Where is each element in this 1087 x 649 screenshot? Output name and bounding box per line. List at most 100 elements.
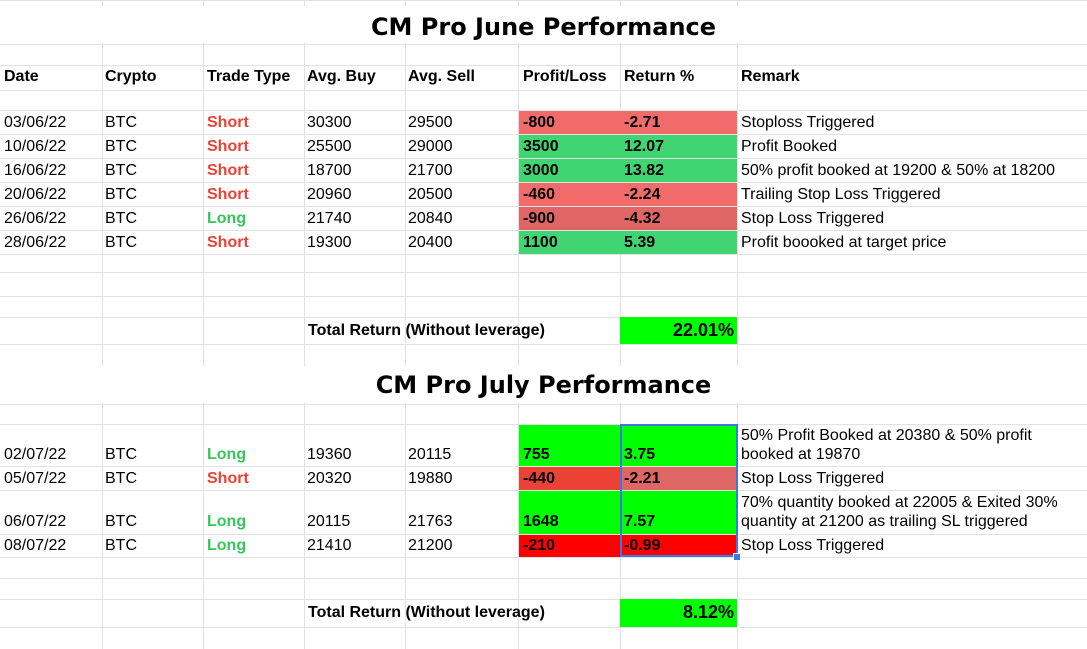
profit-loss-cell[interactable] <box>519 467 620 490</box>
profit-loss-cell[interactable] <box>519 135 620 158</box>
avg-buy-cell[interactable]: 21410 <box>307 537 352 554</box>
return-cell[interactable] <box>620 111 737 134</box>
return-cell[interactable] <box>620 207 737 230</box>
crypto-cell[interactable]: BTC <box>105 162 137 179</box>
july-total-cell[interactable]: 8.12% <box>620 599 737 627</box>
selection-range <box>620 424 738 557</box>
grid-column-line <box>102 0 103 649</box>
crypto-cell[interactable]: BTC <box>105 234 137 251</box>
remark-cell[interactable]: Profit Booked <box>741 138 838 155</box>
return-cell[interactable] <box>620 183 737 206</box>
date-cell[interactable]: 10/06/22 <box>4 138 67 155</box>
return-cell[interactable] <box>620 491 737 534</box>
remark-cell[interactable]: Stop Loss Triggered <box>741 537 885 554</box>
avg-sell-cell[interactable]: 29000 <box>408 138 453 155</box>
remark-cell[interactable]: Profit boooked at target price <box>741 234 947 251</box>
profit-loss-cell[interactable] <box>519 159 620 182</box>
trade-type-cell[interactable]: Long <box>207 210 247 227</box>
date-cell[interactable]: 02/07/22 <box>4 446 67 463</box>
profit-loss-cell[interactable] <box>519 231 620 254</box>
avg-sell-cell[interactable]: 19880 <box>408 470 453 487</box>
avg-sell-cell[interactable]: 21763 <box>408 513 453 530</box>
date-cell[interactable]: 03/06/22 <box>4 114 67 131</box>
avg-buy-cell[interactable]: 25500 <box>307 138 352 155</box>
avg-buy-cell[interactable]: 19300 <box>307 234 352 251</box>
remark-cell[interactable]: Stop Loss Triggered <box>741 210 885 227</box>
avg-buy-cell[interactable]: 21740 <box>307 210 352 227</box>
avg-buy-cell[interactable]: 30300 <box>307 114 352 131</box>
profit-loss-cell[interactable] <box>519 183 620 206</box>
column-header: Profit/Loss <box>523 68 607 85</box>
avg-sell-cell[interactable]: 21200 <box>408 537 453 554</box>
trade-type-cell[interactable]: Short <box>207 470 249 487</box>
trade-type-cell[interactable]: Long <box>207 513 247 530</box>
date-cell[interactable]: 28/06/22 <box>4 234 67 251</box>
remark-cell[interactable]: Stop Loss Triggered <box>741 470 885 487</box>
trade-type-cell[interactable]: Long <box>207 446 247 463</box>
return-value: 12.07 <box>624 138 665 155</box>
return-cell[interactable] <box>620 135 737 158</box>
profit-loss-cell[interactable] <box>519 425 620 466</box>
crypto-cell[interactable]: BTC <box>105 186 137 203</box>
return-cell[interactable] <box>620 467 737 490</box>
avg-buy-cell[interactable]: 20115 <box>307 513 351 530</box>
date-cell[interactable]: 05/07/22 <box>4 470 67 487</box>
july-title: CM Pro July Performance <box>0 366 1087 402</box>
remark-cell[interactable]: 70% quantity booked at 22005 & Exited 30… <box>741 494 1058 530</box>
trade-type-cell[interactable]: Long <box>207 537 247 554</box>
trade-type-cell[interactable]: Short <box>207 234 249 251</box>
avg-sell-cell[interactable]: 20500 <box>408 186 453 203</box>
avg-buy-cell[interactable]: 19360 <box>307 446 352 463</box>
profit-loss-cell[interactable] <box>519 491 620 534</box>
grid-column-line <box>518 0 519 649</box>
avg-sell-cell[interactable]: 29500 <box>408 114 453 131</box>
column-header: Crypto <box>105 68 157 85</box>
grid-row-line <box>0 110 1087 111</box>
avg-buy-cell[interactable]: 18700 <box>307 162 352 179</box>
date-cell[interactable]: 16/06/22 <box>4 162 67 179</box>
grid-row-line <box>0 296 1087 297</box>
crypto-cell[interactable]: BTC <box>105 138 137 155</box>
trade-type-cell[interactable]: Short <box>207 186 249 203</box>
crypto-cell[interactable]: BTC <box>105 513 137 530</box>
date-cell[interactable]: 20/06/22 <box>4 186 67 203</box>
crypto-cell[interactable]: BTC <box>105 114 137 131</box>
date-cell[interactable]: 06/07/22 <box>4 513 67 530</box>
return-value: -0.99 <box>624 537 661 554</box>
july-total-value: 8.12% <box>682 602 734 622</box>
trade-type-cell[interactable]: Short <box>207 114 249 131</box>
trade-type-cell[interactable]: Short <box>207 138 249 155</box>
profit-loss-cell[interactable] <box>519 207 620 230</box>
remark-cell[interactable]: Stoploss Triggered <box>741 114 875 131</box>
grid-row-line <box>0 344 1087 345</box>
profit-loss-value: -440 <box>523 470 556 487</box>
profit-loss-cell[interactable] <box>519 111 620 134</box>
grid-row-line <box>0 44 1087 45</box>
grid-row-line <box>0 65 1087 66</box>
crypto-cell[interactable]: BTC <box>105 537 137 554</box>
profit-loss-cell[interactable] <box>519 535 620 557</box>
date-cell[interactable]: 08/07/22 <box>4 537 67 554</box>
avg-sell-cell[interactable]: 20115 <box>408 446 452 463</box>
trade-type-cell[interactable]: Short <box>207 162 249 179</box>
remark-cell[interactable]: Trailing Stop Loss Triggered <box>741 186 941 203</box>
crypto-cell[interactable]: BTC <box>105 210 137 227</box>
avg-buy-cell[interactable]: 20960 <box>307 186 352 203</box>
fill-handle[interactable] <box>733 553 741 561</box>
crypto-cell[interactable]: BTC <box>105 470 137 487</box>
avg-buy-cell[interactable]: 20320 <box>307 470 352 487</box>
date-cell[interactable]: 26/06/22 <box>4 210 67 227</box>
remark-cell[interactable]: 50% Profit Booked at 20380 & 50% profit … <box>741 427 1032 463</box>
crypto-cell[interactable]: BTC <box>105 446 137 463</box>
return-cell[interactable] <box>620 231 737 254</box>
return-cell[interactable] <box>620 425 737 466</box>
remark-cell[interactable]: 50% profit booked at 19200 & 50% at 1820… <box>741 162 1056 179</box>
grid-column-line <box>737 0 738 649</box>
avg-sell-cell[interactable]: 20840 <box>408 210 453 227</box>
avg-sell-cell[interactable]: 21700 <box>408 162 453 179</box>
return-cell[interactable] <box>620 159 737 182</box>
return-cell[interactable] <box>620 535 737 557</box>
june-total-cell[interactable]: 22.01% <box>620 317 737 344</box>
avg-sell-cell[interactable]: 20400 <box>408 234 453 251</box>
return-value: 3.75 <box>624 446 656 463</box>
